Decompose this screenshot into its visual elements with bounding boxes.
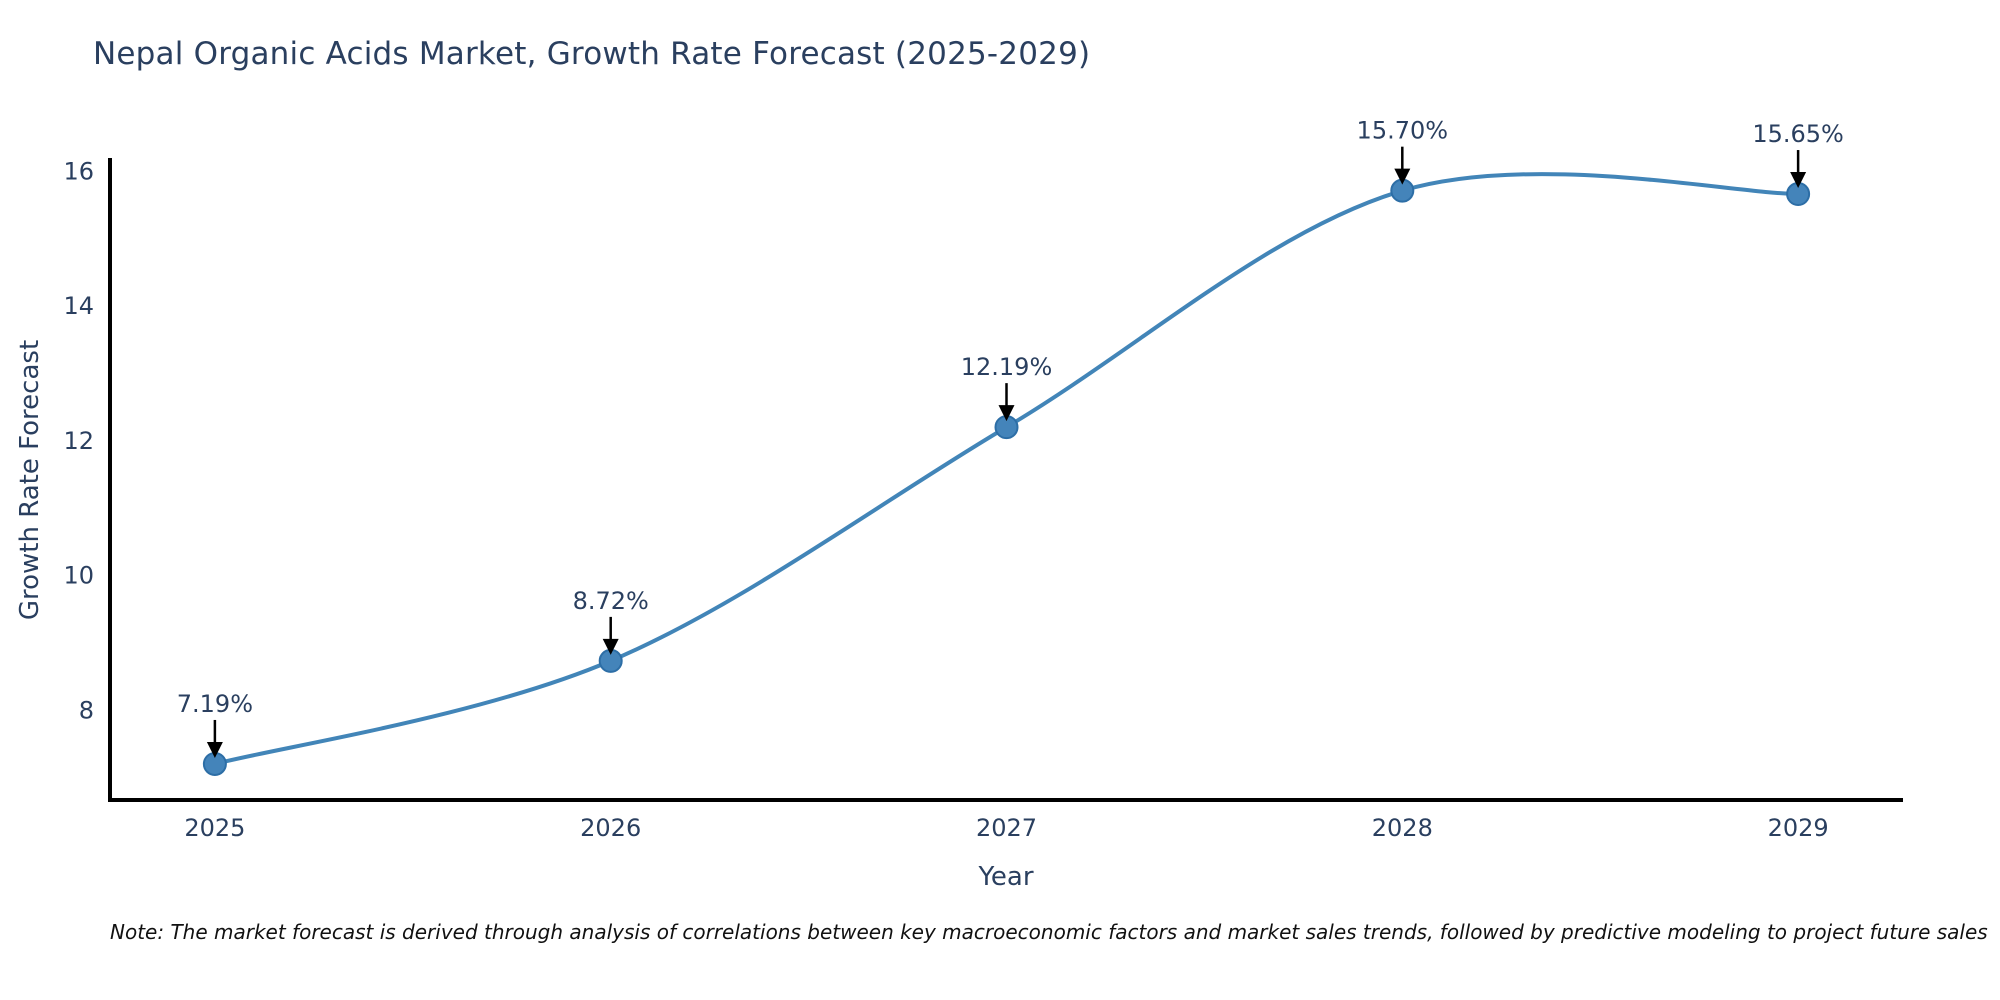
x-tick-label: 2025 <box>184 814 245 842</box>
y-tick-label: 8 <box>79 696 94 724</box>
point-annotation-label: 15.65% <box>1752 120 1844 148</box>
point-annotation-label: 8.72% <box>573 587 649 615</box>
x-tick-label: 2026 <box>580 814 641 842</box>
y-tick-label: 16 <box>63 157 94 185</box>
y-axis-title: Growth Rate Forecast <box>15 339 45 621</box>
x-tick-label: 2029 <box>1768 814 1829 842</box>
x-tick-label: 2028 <box>1372 814 1433 842</box>
point-annotation-label: 15.70% <box>1357 117 1449 145</box>
y-tick-label: 14 <box>63 292 94 320</box>
annotation-arrowhead-icon <box>1790 172 1807 189</box>
chart-title: Nepal Organic Acids Market, Growth Rate … <box>93 36 1091 72</box>
annotation-arrowhead-icon <box>1394 168 1411 185</box>
point-annotation-label: 12.19% <box>961 353 1053 381</box>
point-annotation-label: 7.19% <box>177 690 253 718</box>
x-axis-title: Year <box>978 862 1034 892</box>
annotation-arrowhead-icon <box>602 638 619 655</box>
y-tick-label: 12 <box>63 427 94 455</box>
x-tick-label: 2027 <box>976 814 1037 842</box>
chart-footnote: Note: The market forecast is derived thr… <box>110 920 1988 944</box>
annotation-arrowhead-icon <box>206 741 223 758</box>
annotation-arrowhead-icon <box>998 405 1015 422</box>
y-tick-label: 10 <box>63 562 94 590</box>
forecast-line <box>214 172 1799 766</box>
